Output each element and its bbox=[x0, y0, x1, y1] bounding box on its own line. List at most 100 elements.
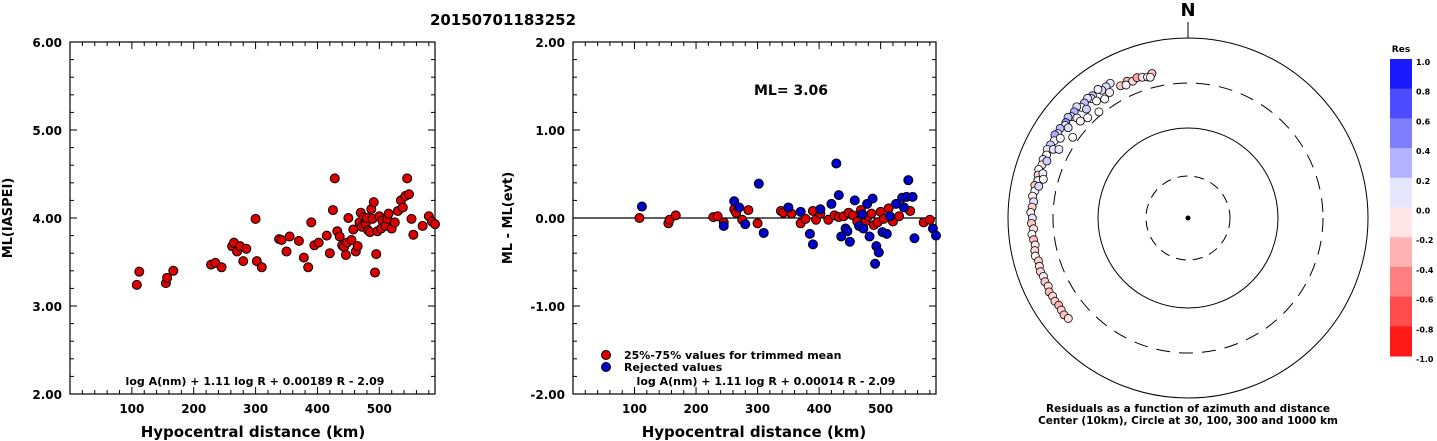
legend-trimmed-label: 25%-75% values for trimmed mean bbox=[624, 349, 841, 362]
rejected-point bbox=[718, 220, 729, 231]
station-marker bbox=[1054, 144, 1064, 154]
station-marker bbox=[1038, 174, 1048, 184]
data-point bbox=[293, 235, 304, 246]
trimmed-point bbox=[752, 218, 763, 229]
colorbar-tick-label: -1.0 bbox=[1416, 355, 1434, 364]
rejected-point bbox=[884, 211, 895, 222]
y-tick-label: 4.00 bbox=[32, 212, 62, 226]
trimmed-points bbox=[634, 203, 935, 231]
tick-marks bbox=[573, 42, 936, 394]
x-tick-label: 400 bbox=[305, 402, 330, 416]
x-tick-label: 200 bbox=[684, 402, 709, 416]
data-point bbox=[324, 248, 335, 259]
colorbar-block bbox=[1390, 88, 1412, 119]
residual-colorbar: Res 1.0 0.8 0.6 0.4 0.2 0.0 -0.2 -0.4 -0.6 -0.8 -1… bbox=[1390, 45, 1434, 364]
data-point bbox=[340, 249, 351, 260]
colorbar-block bbox=[1390, 296, 1412, 327]
rejected-point bbox=[831, 158, 842, 169]
legend-rejected-marker bbox=[601, 362, 611, 372]
colorbar-tick-label: -0.6 bbox=[1416, 296, 1434, 305]
data-point bbox=[371, 249, 382, 260]
data-point bbox=[368, 197, 379, 208]
data-point bbox=[404, 189, 415, 200]
data-point bbox=[321, 230, 332, 241]
station-marker bbox=[1063, 123, 1073, 133]
data-point bbox=[303, 262, 314, 273]
rejected-point bbox=[864, 231, 875, 242]
colorbar-blocks bbox=[1390, 59, 1412, 357]
data-point bbox=[417, 220, 428, 231]
data-point bbox=[313, 237, 324, 248]
colorbar-block bbox=[1390, 326, 1412, 357]
y-axis-label: ML - ML(evt) bbox=[501, 172, 516, 264]
colorbar-tick-label: 0.6 bbox=[1416, 117, 1431, 126]
data-point bbox=[306, 217, 317, 228]
data-point bbox=[250, 213, 261, 224]
colorbar-block bbox=[1390, 59, 1412, 90]
data-point bbox=[238, 256, 249, 267]
colorbar-block bbox=[1390, 237, 1412, 268]
y-tick-labels: 2.00 3.00 4.00 5.00 6.00 bbox=[32, 36, 62, 402]
legend-trimmed-marker bbox=[601, 350, 611, 360]
y-tick-label: 6.00 bbox=[32, 36, 62, 50]
rejected-point bbox=[753, 178, 764, 189]
colorbar-tick-label: -0.4 bbox=[1416, 266, 1434, 275]
north-label: N bbox=[1180, 0, 1195, 21]
y-tick-label: -1.00 bbox=[530, 300, 565, 314]
trimmed-point bbox=[712, 211, 723, 222]
x-tick-labels: 100 200 300 400 500 bbox=[119, 402, 392, 416]
y-tick-label: -2.00 bbox=[530, 388, 565, 402]
data-point bbox=[256, 262, 267, 273]
data-point bbox=[284, 231, 295, 242]
rejected-point bbox=[826, 198, 837, 209]
ring-1000km bbox=[1007, 37, 1369, 399]
ml-annotation: ML= 3.06 bbox=[754, 83, 828, 99]
x-tick-label: 500 bbox=[367, 402, 392, 416]
ring-100km bbox=[1097, 127, 1279, 309]
y-tick-label: 2.00 bbox=[535, 36, 565, 50]
colorbar-block bbox=[1390, 207, 1412, 238]
station-marker bbox=[1068, 132, 1078, 142]
data-point bbox=[162, 272, 173, 283]
data-point bbox=[408, 229, 419, 240]
data-point bbox=[298, 252, 309, 263]
station-marker bbox=[1042, 156, 1052, 166]
data-point bbox=[241, 243, 252, 254]
data-point bbox=[334, 231, 345, 242]
data-point bbox=[406, 213, 417, 224]
colorbar-block bbox=[1390, 148, 1412, 179]
y-tick-label: 5.00 bbox=[32, 124, 62, 138]
rejected-point bbox=[931, 230, 941, 241]
trimmed-point bbox=[670, 210, 681, 221]
colorbar-block bbox=[1390, 118, 1412, 149]
station-marker bbox=[1121, 80, 1131, 90]
station-marker bbox=[1092, 96, 1102, 106]
rejected-point bbox=[815, 204, 826, 215]
data-point bbox=[346, 235, 357, 245]
tick-marks bbox=[70, 42, 435, 394]
data-point bbox=[168, 265, 179, 276]
rejected-point bbox=[844, 236, 855, 247]
trimmed-point bbox=[743, 205, 754, 216]
data-points bbox=[131, 173, 440, 290]
x-tick-label: 500 bbox=[868, 402, 893, 416]
data-point bbox=[397, 202, 408, 213]
caption-line-1: Residuals as a function of azimuth and d… bbox=[1046, 403, 1330, 415]
event-id-title: 20150701183252 bbox=[430, 11, 576, 29]
data-point bbox=[343, 213, 354, 223]
y-tick-label: 0.00 bbox=[535, 212, 565, 226]
colorbar-tick-label: 0.0 bbox=[1416, 207, 1431, 216]
x-tick-label: 300 bbox=[745, 402, 770, 416]
polar-residual-map: N Residuals as a function of azimuth and… bbox=[1007, 0, 1369, 427]
x-tick-label: 100 bbox=[119, 402, 144, 416]
data-point bbox=[216, 262, 227, 273]
rejected-point bbox=[903, 175, 914, 186]
colorbar-tick-label: 0.4 bbox=[1416, 147, 1431, 156]
rejected-point bbox=[857, 209, 868, 220]
station-marker bbox=[1075, 116, 1085, 126]
station-marker bbox=[1100, 94, 1110, 104]
data-point bbox=[281, 246, 292, 257]
x-tick-labels: 100 200 300 400 500 bbox=[622, 402, 893, 416]
rejected-point bbox=[783, 202, 794, 213]
rejected-point bbox=[795, 206, 806, 217]
